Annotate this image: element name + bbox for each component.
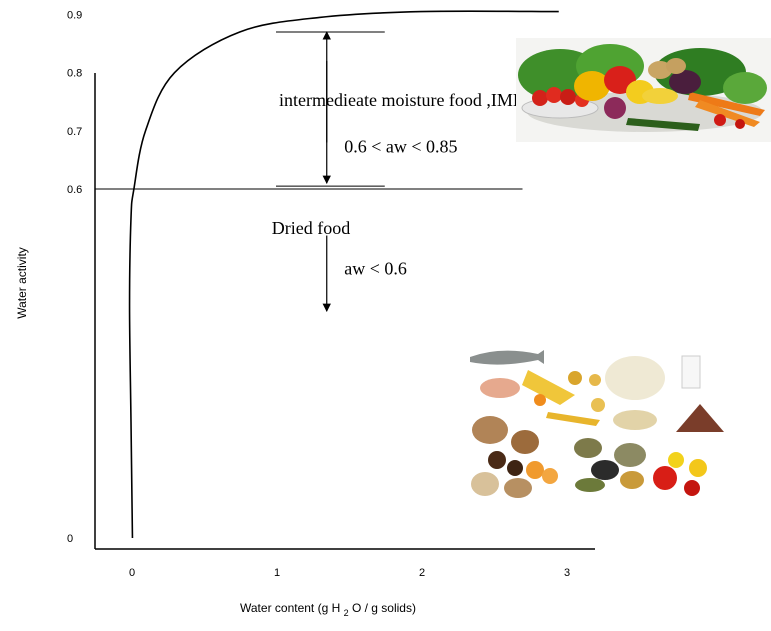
annotation-dried: Dried food (272, 218, 350, 238)
y-tick-label-4: 0.9 (67, 10, 82, 22)
x-tick-label-3: 3 (564, 567, 570, 579)
x-axis-label-part2: O / g solids) (352, 601, 416, 615)
y-axis-label: Water activity (15, 247, 29, 319)
y-tick-label-1: 0.6 (67, 184, 82, 196)
x-tick-label-1: 1 (274, 567, 280, 579)
annotation-imf: intermedieate moisture food ,IMF (279, 90, 523, 110)
sorption-curve-0 (128, 10, 559, 539)
x-axis-label-subscript: 2 (344, 608, 349, 618)
y-tick-label-2: 0.7 (67, 126, 82, 138)
annotation-imf_range: 0.6 < aw < 0.85 (344, 136, 457, 156)
y-tick-label-3: 0.8 (67, 68, 82, 80)
x-tick-label-2: 2 (419, 567, 425, 579)
fresh-vegetables-image (516, 38, 771, 142)
dried-foods-image (470, 350, 724, 498)
y-tick-label-0: 0 (67, 533, 73, 545)
x-axis-label-part1: Water content (g H (240, 601, 344, 615)
x-tick-label-0: 0 (129, 567, 135, 579)
x-axis-label: Water content (g H 2 O / g solids) (240, 601, 416, 619)
annotation-dried_range: aw < 0.6 (344, 259, 407, 279)
